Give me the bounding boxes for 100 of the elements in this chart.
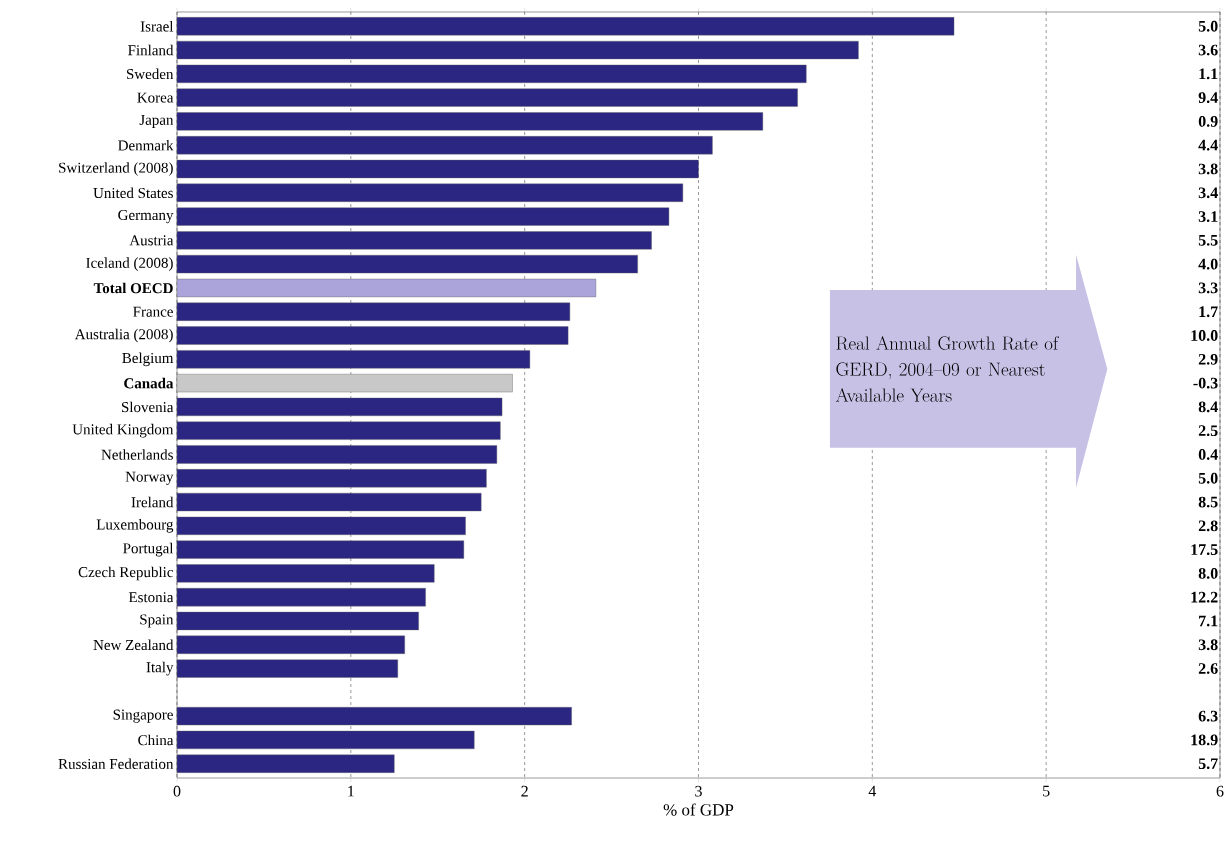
x-tick-label: 3	[695, 785, 702, 797]
x-tick-label: 0	[173, 785, 181, 797]
bar	[176, 730, 475, 750]
x-tick-label: 2	[521, 785, 528, 797]
y-tick-label: Finland	[128, 44, 174, 56]
bar	[176, 207, 670, 226]
annotation: 8.0	[1198, 568, 1218, 579]
annotation: 3.8	[1198, 639, 1218, 651]
x-tick-label: 5	[1043, 785, 1050, 797]
bar	[176, 397, 503, 417]
annotation: 2.9	[1198, 353, 1218, 365]
bar	[176, 64, 807, 83]
y-tick-label: Sweden	[126, 68, 174, 80]
annotation: 3.3	[1198, 282, 1218, 294]
bar	[176, 540, 465, 559]
y-tick-label: Japan	[139, 114, 174, 128]
annotation: 1.7	[1199, 306, 1218, 318]
bar	[176, 17, 955, 36]
annotation: 2.8	[1198, 520, 1218, 532]
annotation: 4.0	[1198, 258, 1218, 270]
x-tick-label: 1	[348, 785, 354, 797]
bar	[176, 421, 501, 440]
bar	[176, 373, 513, 393]
annotation: 2.5	[1198, 425, 1218, 437]
y-tick-label: Iceland (2008)	[86, 257, 173, 271]
bar	[176, 350, 531, 369]
y-tick-label: New Zealand	[93, 639, 174, 651]
annotation: -0.3	[1193, 377, 1218, 389]
y-tick-label: Austria	[129, 235, 174, 246]
annotation: 5.5	[1198, 235, 1218, 246]
bar	[176, 88, 798, 107]
bar	[176, 326, 569, 345]
bar	[176, 112, 764, 131]
annotation: 12.2	[1191, 591, 1218, 603]
annotation: 3.4	[1198, 187, 1218, 199]
y-tick-label: Spain	[140, 614, 174, 628]
bar	[176, 469, 487, 488]
annotation: 5.0	[1198, 472, 1218, 484]
annotation: 2.6	[1198, 663, 1218, 674]
annotation: 6.3	[1198, 710, 1218, 722]
annotation: 18.9	[1191, 734, 1218, 746]
y-tick-label: Germany	[118, 210, 174, 224]
y-tick-label: China	[138, 734, 174, 746]
y-tick-label: Belgium	[122, 352, 174, 367]
bar	[176, 754, 395, 773]
bar	[176, 588, 426, 607]
y-tick-label: Estonia	[128, 592, 174, 603]
bar	[176, 159, 699, 179]
y-tick-label: Norway	[125, 471, 174, 485]
bar	[176, 564, 435, 583]
annotation: 3.8	[1198, 163, 1218, 175]
bar	[176, 255, 638, 274]
bar	[176, 635, 405, 654]
y-tick-label: Slovenia	[121, 401, 174, 413]
y-tick-label: Netherlands	[101, 449, 173, 460]
y-tick-label: Korea	[137, 92, 174, 103]
bar	[176, 659, 398, 678]
y-tick-label: Switzerland (2008)	[59, 162, 173, 176]
annotation: 5.0	[1198, 20, 1218, 32]
bar	[176, 183, 684, 202]
x-tick-label: 6	[1216, 785, 1224, 797]
y-tick-label: Luxembourg	[96, 519, 174, 533]
annotation: 0.9	[1198, 116, 1218, 127]
y-tick-label: Israel	[140, 21, 174, 32]
annotation: 5.7	[1198, 758, 1218, 770]
y-tick-label: Portugal	[123, 542, 174, 557]
bar	[176, 136, 713, 155]
annotation: 4.4	[1198, 139, 1218, 151]
annotation: 10.0	[1191, 330, 1218, 341]
annotation: 3.1	[1198, 211, 1218, 222]
annotation: 7.1	[1199, 615, 1218, 627]
y-tick-label: France	[133, 306, 173, 317]
bar	[176, 611, 419, 631]
x-tick-label: 4	[868, 785, 877, 797]
annotation: 17.5	[1191, 544, 1218, 556]
y-tick-label: United States	[93, 187, 173, 199]
y-tick-label: Italy	[146, 661, 174, 676]
x-axis-title: % of GDP	[663, 803, 734, 816]
bar	[176, 492, 482, 512]
y-tick-label: Czech Republic	[78, 566, 174, 581]
annotation: Real Annual Growth Rate of GERD, 2004–09 or Nearest Available Years	[835, 336, 1059, 402]
y-tick-label: Total OECD	[93, 282, 173, 294]
bar	[176, 302, 571, 321]
y-tick-label: Singapore	[113, 709, 173, 723]
annotation: 1.1	[1199, 68, 1218, 80]
bar	[176, 231, 652, 250]
y-tick-label: United Kingdom	[72, 423, 174, 438]
bar	[176, 516, 466, 535]
y-tick-label: Canada	[124, 377, 174, 389]
annotation: 0.4	[1198, 449, 1218, 460]
annotation: 9.4	[1198, 92, 1218, 104]
y-tick-label: Denmark	[118, 139, 174, 151]
annotation: 3.6	[1198, 44, 1218, 56]
y-tick-label: Ireland	[131, 496, 174, 508]
annotation: 8.5	[1198, 496, 1218, 508]
y-tick-label: Russian Federation	[58, 758, 174, 770]
y-tick-label: Australia (2008)	[74, 328, 173, 343]
bar	[176, 40, 859, 60]
bar	[176, 278, 597, 298]
bar	[176, 445, 498, 464]
